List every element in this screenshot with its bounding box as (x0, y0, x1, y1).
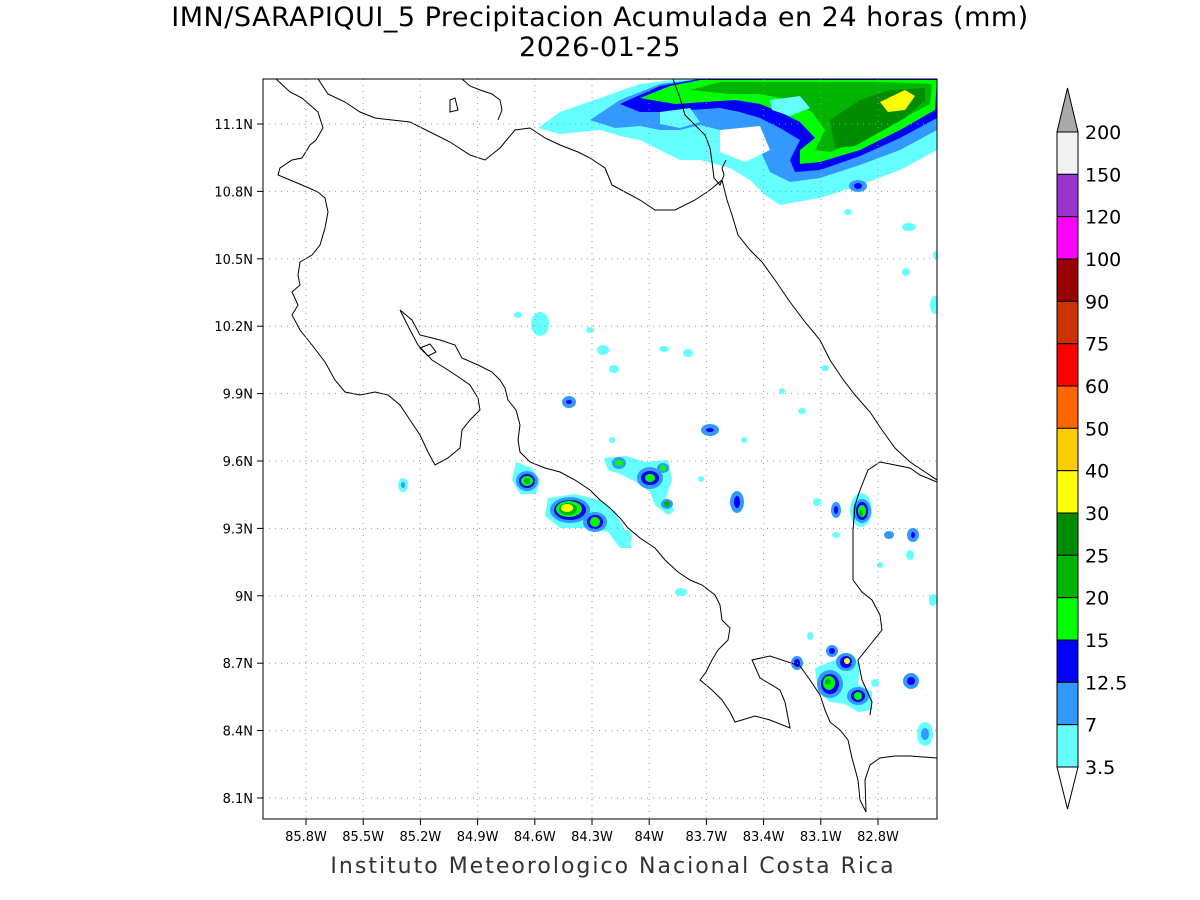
lon-tick-label: 82.8W (857, 830, 899, 845)
colorbar-label: 90 (1085, 291, 1109, 313)
lat-tick-label: 10.2N (214, 320, 253, 335)
colorbar-swatch (1056, 216, 1079, 260)
lon-tick-label: 83.1W (800, 830, 842, 845)
colorbar-label: 40 (1085, 461, 1109, 483)
colorbar-over-arrow (1056, 87, 1079, 133)
colorbar-swatch (1056, 343, 1079, 387)
colorbar-swatch (1056, 512, 1079, 556)
lat-tick-label: 10.5N (214, 253, 253, 268)
colorbar-under-arrow (1056, 766, 1079, 810)
lon-tick-label: 85.2W (399, 830, 441, 845)
coastlines (275, 79, 937, 813)
colorbar-swatch (1056, 131, 1079, 175)
lon-tick-label: 84.9W (457, 830, 499, 845)
panama-coast (852, 579, 883, 716)
lon-tick-label: 83.4W (743, 830, 785, 845)
colorbar-label: 200 (1085, 122, 1121, 144)
colorbar-label: 120 (1085, 207, 1121, 229)
lake-island (449, 97, 459, 113)
nicaragua-lake-coast (317, 79, 937, 481)
lat-tick-label: 8.4N (223, 725, 253, 740)
colorbar-swatch (1056, 681, 1079, 726)
colorbar-label: 7 (1085, 715, 1097, 737)
map-date: 2026-01-25 (519, 32, 681, 63)
map-title: IMN/SARAPIQUI_5 Precipitacion Acumulada … (171, 2, 1029, 33)
latitude-axis: 11.1N 10.8N 10.5N 10.2N 9.9N 9.6N 9.3N 9N 8.7N 8.… (214, 118, 263, 807)
colorbar-swatch (1056, 300, 1079, 345)
colorbar-swatch (1056, 597, 1079, 641)
lat-tick-label: 11.1N (214, 118, 253, 133)
lon-tick-label: 85.5W (342, 830, 384, 845)
lat-tick-label: 9.3N (223, 522, 253, 537)
colorbar-label: 15 (1085, 630, 1109, 652)
lat-tick-label: 9.6N (223, 455, 253, 470)
lat-tick-label: 9.9N (223, 388, 253, 403)
grid-lines (263, 79, 937, 819)
lon-tick-label: 84.6W (514, 830, 556, 845)
colorbar-label: 12.5 (1085, 672, 1127, 694)
nicoya-island (419, 343, 437, 357)
colorbar-label: 25 (1085, 545, 1109, 567)
lat-tick-label: 9N (235, 590, 253, 605)
lat-tick-label: 10.8N (214, 185, 253, 200)
nicaragua-costa-rica-coast-north (275, 79, 937, 813)
panama-border (852, 461, 937, 580)
lon-tick-label: 85.8W (285, 830, 327, 845)
colorbar-label: 3.5 (1085, 757, 1115, 779)
lat-tick-label: 8.7N (223, 657, 253, 672)
colorbar-label: 60 (1085, 376, 1109, 398)
lon-tick-label: 84.3W (571, 830, 613, 845)
colorbar-label: 150 (1085, 164, 1121, 186)
lon-tick-label: 83.7W (685, 830, 727, 845)
colorbar-swatch (1056, 470, 1079, 514)
colorbar-swatch (1056, 258, 1079, 302)
colorbar-label: 20 (1085, 588, 1109, 610)
nicaragua-border (672, 79, 727, 186)
colorbar-label: 75 (1085, 334, 1109, 356)
lake-shore-east (461, 79, 503, 121)
colorbar-swatch (1056, 639, 1079, 683)
colorbar-swatch (1056, 554, 1079, 599)
longitude-axis: 85.8W 85.5W 85.2W 84.9W 84.6W 84.3W 84W 83.7W 83… (285, 819, 899, 845)
colorbar-swatch (1056, 173, 1079, 218)
colorbar-swatch (1056, 385, 1079, 429)
colorbar-swatch (1056, 724, 1079, 768)
lat-tick-label: 8.1N (223, 792, 253, 807)
colorbar-label: 100 (1085, 249, 1121, 271)
lon-tick-label: 84W (634, 830, 664, 845)
precipitation-field (398, 79, 937, 746)
credit-text: Instituto Meteorologico Nacional Costa R… (330, 854, 896, 879)
map-frame (262, 78, 938, 820)
colorbar-label: 30 (1085, 503, 1109, 525)
colorbar-label: 50 (1085, 418, 1109, 440)
colorbar-swatch (1056, 427, 1079, 472)
colorbar: 200 150 120 100 90 75 60 50 40 30 25 20 15 12.5 7 3.5 (1056, 87, 1127, 810)
